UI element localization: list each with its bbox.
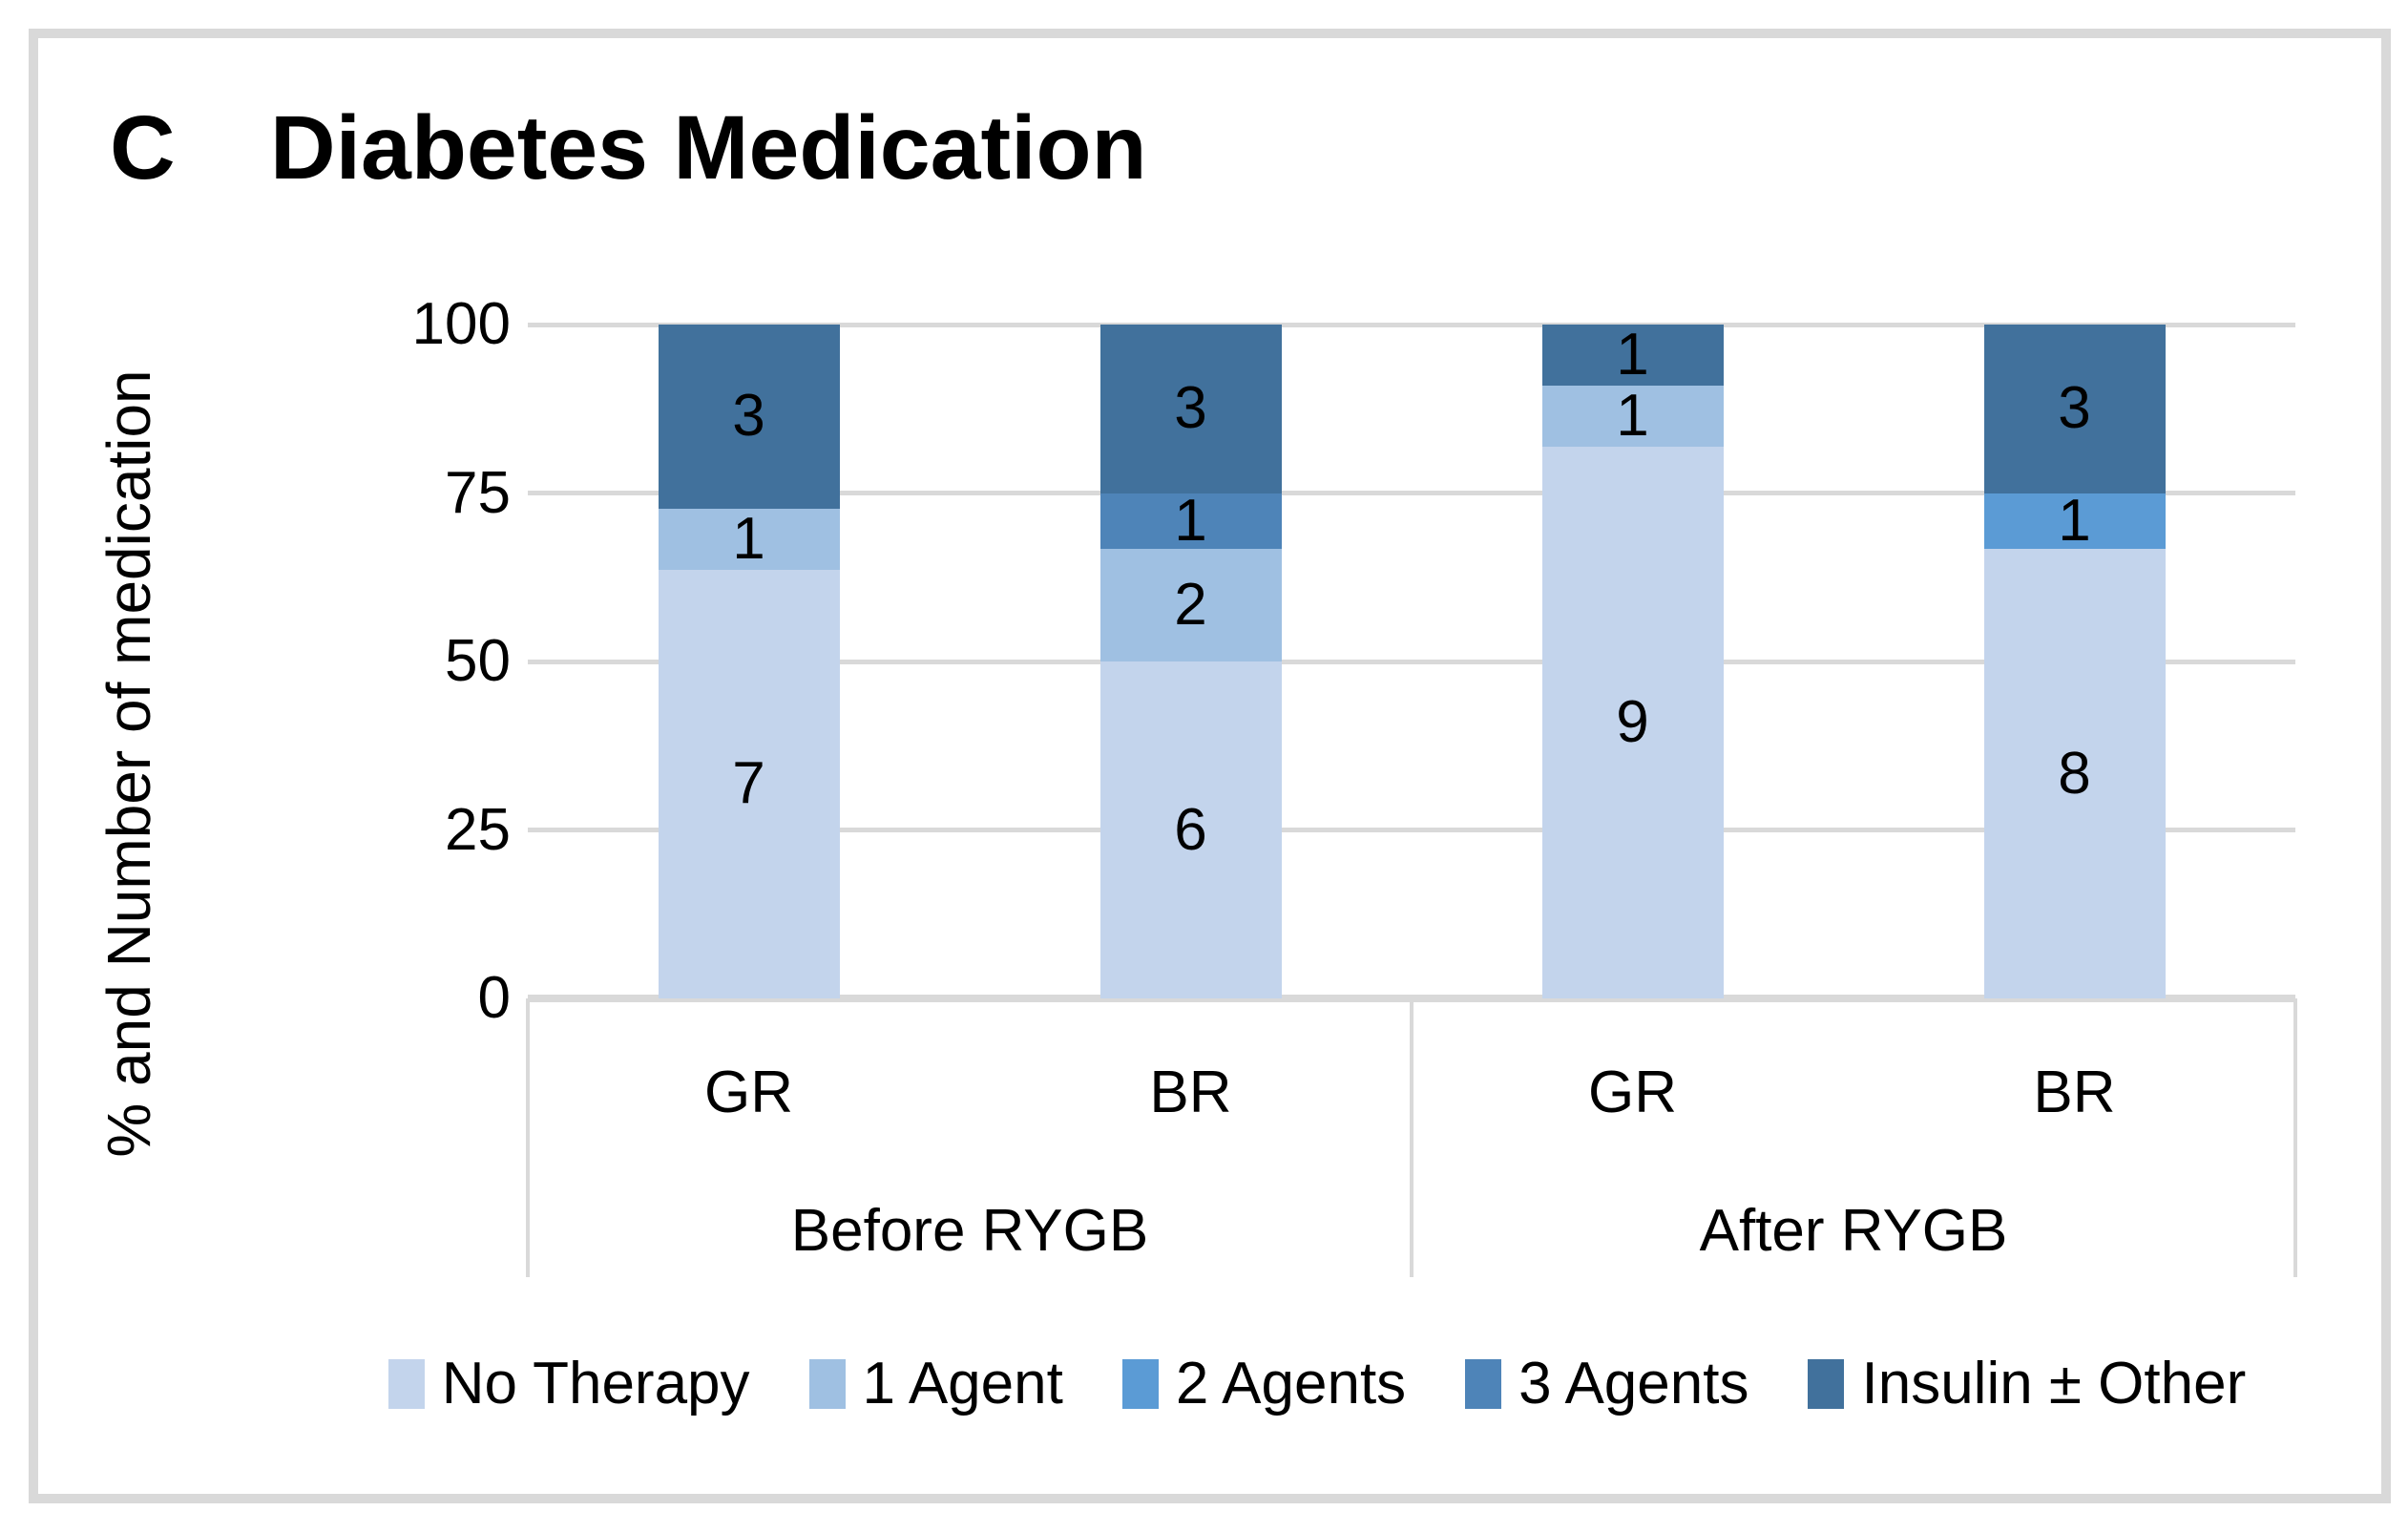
bar-segment-before-rygb-br-1-agent: 2 <box>1099 549 1282 661</box>
bar-segment-after-rygb-gr-insulin-±-other: 1 <box>1541 322 1724 388</box>
legend-item-1-agent: 1 Agent <box>808 1350 1063 1417</box>
gridline-25 <box>528 828 2295 832</box>
x-category-label-1: BR <box>1149 1060 1232 1125</box>
axis-table-line-0 <box>526 998 530 1277</box>
y-tick-label-50: 50 <box>445 628 511 694</box>
y-tick-label-25: 25 <box>445 796 511 863</box>
legend-label-1-agent: 1 Agent <box>862 1351 1063 1417</box>
bar-segment-after-rygb-br-no-therapy: 8 <box>1983 549 2166 998</box>
bar-segment-after-rygb-gr-no-therapy: 9 <box>1541 447 1724 998</box>
bar-segment-count: 9 <box>1616 689 1649 756</box>
bar-segment-before-rygb-gr-no-therapy: 7 <box>658 569 840 998</box>
y-tick-label-100: 100 <box>411 291 511 357</box>
bar-segment-count: 3 <box>732 383 765 450</box>
legend-label-insulin-other: Insulin ± Other <box>1861 1351 2247 1417</box>
bar-segment-count: 1 <box>1616 322 1649 388</box>
bar-segment-before-rygb-br-3-agents: 1 <box>1099 487 1282 554</box>
bar-segment-count: 7 <box>732 750 765 817</box>
bar-segment-after-rygb-br-insulin-±-other: 3 <box>1983 325 2166 493</box>
panel-label: C <box>110 97 176 199</box>
y-tick-label-0: 0 <box>477 965 511 1031</box>
x-group-label-after-rygb: After RYGB <box>1699 1198 2008 1264</box>
bar-segment-count: 3 <box>1174 375 1207 442</box>
legend-item-3-agents: 3 Agents <box>1465 1350 1748 1417</box>
legend-item-no-therapy: No Therapy <box>387 1350 750 1417</box>
bar-segment-count: 1 <box>1616 383 1649 450</box>
legend-item-insulin-other: Insulin ± Other <box>1808 1350 2246 1417</box>
y-tick-label-75: 75 <box>445 459 511 526</box>
x-category-label-2: GR <box>1588 1060 1677 1125</box>
legend-swatch-no-therapy <box>387 1358 425 1409</box>
gridline-50 <box>528 659 2295 664</box>
bar-segment-before-rygb-gr-insulin-±-other: 3 <box>658 325 840 509</box>
legend-item-2-agents: 2 Agents <box>1121 1350 1407 1417</box>
x-category-label-3: BR <box>2033 1060 2116 1125</box>
bar-segment-count: 2 <box>1174 572 1207 639</box>
legend-label-3-agents: 3 Agents <box>1518 1351 1749 1417</box>
bar-segment-count: 8 <box>2058 740 2091 807</box>
bar-segment-after-rygb-br-2-agents: 1 <box>1983 487 2166 554</box>
legend-swatch-1-agent <box>808 1358 846 1409</box>
x-group-label-before-rygb: Before RYGB <box>790 1198 1149 1264</box>
y-axis-title: % and Number of medication <box>94 369 163 1158</box>
bar-segment-before-rygb-br-no-therapy: 6 <box>1099 661 1282 998</box>
bar-segment-after-rygb-gr-1-agent: 1 <box>1541 383 1724 450</box>
gridline-75 <box>528 491 2295 495</box>
legend-swatch-insulin-other <box>1808 1358 1845 1409</box>
legend-label-no-therapy: No Therapy <box>441 1351 750 1417</box>
legend-swatch-3-agents <box>1465 1358 1502 1409</box>
bar-segment-count: 1 <box>732 505 765 572</box>
bar-segment-count: 1 <box>2058 487 2091 554</box>
legend-label-2-agents: 2 Agents <box>1175 1351 1407 1417</box>
legend-swatch-2-agents <box>1121 1358 1159 1409</box>
x-category-label-0: GR <box>704 1060 793 1125</box>
bar-segment-count: 1 <box>1174 487 1207 554</box>
bar-segment-before-rygb-br-insulin-±-other: 3 <box>1099 325 1282 493</box>
axis-table-line-1 <box>1410 998 1413 1277</box>
gridline-100 <box>528 322 2295 327</box>
chart-title: Diabetes Medication <box>270 97 1147 199</box>
legend: No Therapy 1 Agent 2 Agents 3 Agents Insulin… <box>286 1329 2348 1438</box>
bar-segment-before-rygb-gr-1-agent: 1 <box>658 505 840 572</box>
figure-border <box>29 29 2391 1503</box>
bar-segment-count: 3 <box>2058 375 2091 442</box>
axis-table-line-2 <box>2293 998 2297 1277</box>
bar-segment-count: 6 <box>1174 796 1207 863</box>
